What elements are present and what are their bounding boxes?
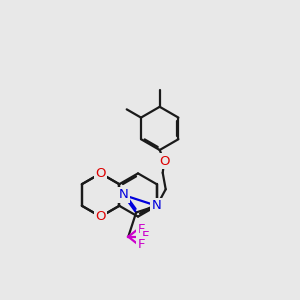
Text: F: F: [138, 238, 146, 251]
Text: O: O: [95, 167, 106, 180]
Text: N: N: [118, 188, 128, 202]
Text: F: F: [142, 230, 149, 243]
Text: O: O: [95, 210, 106, 223]
Text: F: F: [138, 223, 146, 236]
Text: O: O: [159, 155, 169, 168]
Text: N: N: [152, 199, 162, 212]
